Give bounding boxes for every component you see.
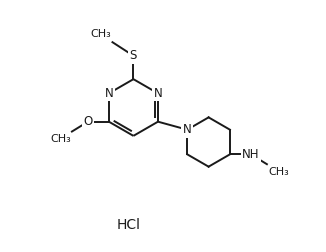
Text: NH: NH	[242, 148, 259, 161]
Text: HCl: HCl	[116, 217, 141, 232]
Text: N: N	[154, 87, 162, 100]
Text: N: N	[105, 87, 113, 100]
Text: O: O	[83, 115, 93, 128]
Text: CH₃: CH₃	[91, 29, 111, 39]
Text: N: N	[183, 123, 192, 136]
Text: CH₃: CH₃	[50, 134, 71, 144]
Text: CH₃: CH₃	[268, 167, 289, 177]
Text: S: S	[130, 49, 137, 62]
